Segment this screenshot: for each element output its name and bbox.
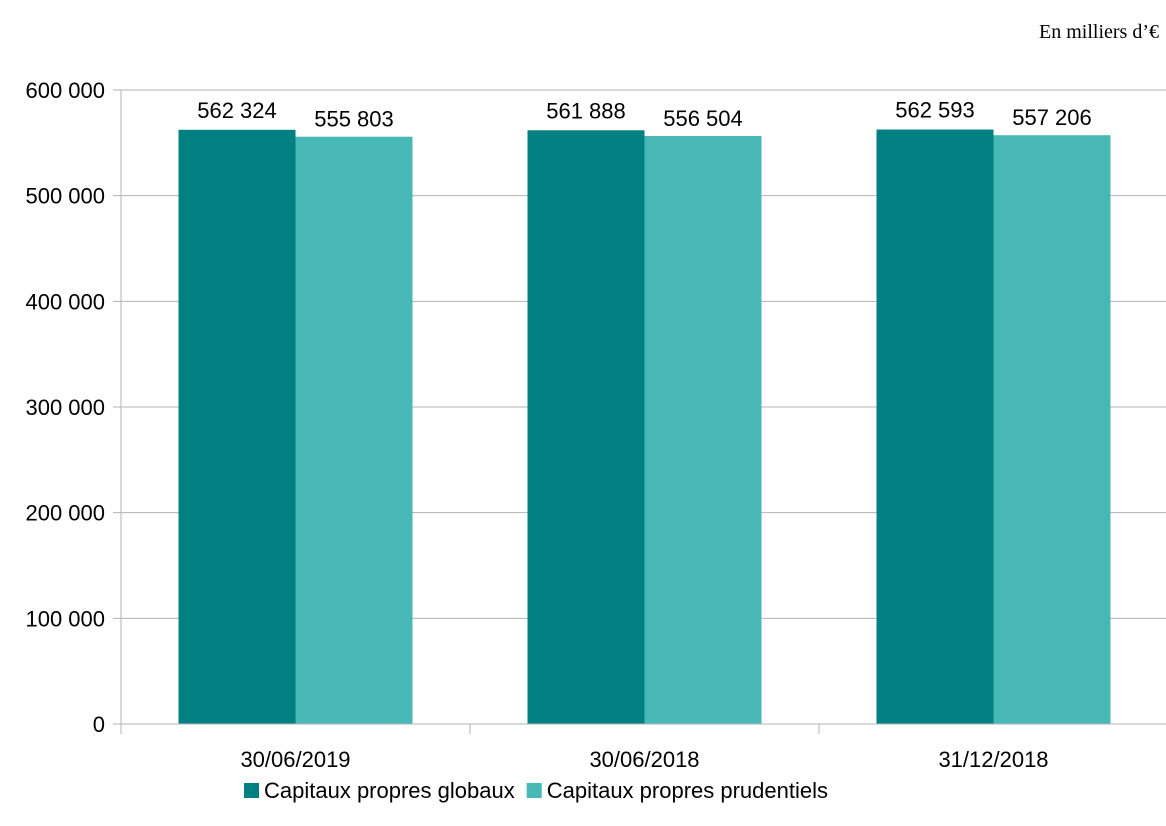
x-tick-label: 31/12/2018 [938, 747, 1048, 772]
y-tick-label: 0 [93, 712, 105, 737]
legend-swatch [526, 783, 542, 798]
data-label: 555 803 [314, 107, 394, 132]
bar [993, 135, 1111, 724]
bar [178, 129, 296, 724]
data-label: 557 206 [1012, 105, 1092, 130]
bars [178, 129, 1111, 725]
bar [644, 135, 762, 725]
legend: Capitaux propres globaux Capitaux propres… [244, 778, 828, 803]
legend-swatch [244, 783, 259, 798]
axes: 0 100 000 200 000 300 000 400 000 500 000 600 … [25, 78, 1166, 772]
data-label: 561 888 [546, 98, 626, 123]
x-tick-label: 30/06/2019 [240, 747, 350, 772]
y-tick-label: 200 000 [25, 501, 105, 526]
legend-label: Capitaux propres globaux [264, 778, 515, 803]
x-tick-label: 30/06/2018 [589, 747, 699, 772]
unit-label: En milliers d’€ [1039, 21, 1159, 43]
bar [876, 129, 994, 724]
data-label: 556 504 [663, 106, 743, 131]
y-tick-label: 500 000 [25, 184, 105, 209]
data-labels: 562 324 555 803 561 888 556 504 562 593 557 2… [197, 98, 1092, 132]
y-tick-label: 100 000 [25, 606, 105, 631]
y-tick-label: 600 000 [25, 78, 105, 103]
data-label: 562 593 [895, 98, 975, 123]
data-label: 562 324 [197, 98, 277, 123]
y-tick-label: 300 000 [25, 395, 105, 420]
legend-label: Capitaux propres prudentiels [547, 778, 828, 803]
y-tick-label: 400 000 [25, 289, 105, 314]
bar [527, 130, 645, 725]
bar [295, 136, 413, 725]
